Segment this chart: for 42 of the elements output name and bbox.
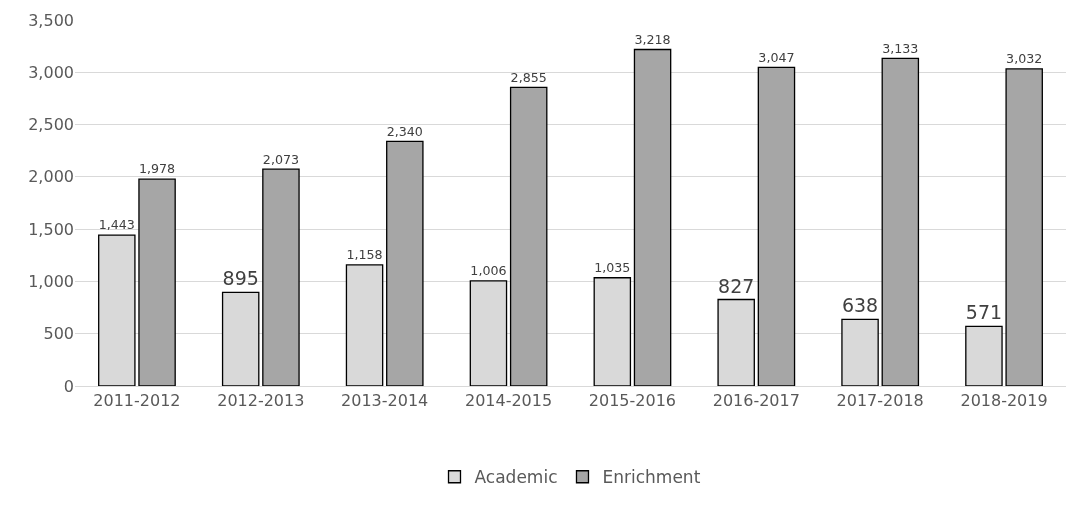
y-tick-label: 2,500	[28, 115, 74, 135]
data-label: 3,032	[1006, 51, 1043, 67]
bar	[881, 57, 920, 386]
bar	[386, 140, 424, 386]
data-label: 571	[965, 301, 1003, 324]
x-tick-label: 2013-2014	[341, 391, 429, 411]
y-tick-label: 0	[63, 376, 74, 396]
x-tick-label: 2014-2015	[464, 391, 553, 411]
data-label: 3,047	[758, 49, 795, 65]
bar	[262, 168, 300, 386]
legend-label: Enrichment	[602, 467, 701, 488]
legend-label: Academic	[474, 467, 558, 488]
data-label: 2,855	[510, 69, 547, 85]
data-label: 1,443	[98, 217, 135, 233]
data-label: 827	[718, 274, 755, 297]
bar	[509, 86, 548, 386]
bar	[633, 48, 672, 386]
bar	[138, 178, 176, 386]
data-label: 2,340	[386, 123, 423, 139]
data-label: 1,006	[470, 263, 507, 279]
y-tick-label: 500	[43, 324, 74, 344]
y-tick-label: 1,500	[28, 219, 74, 239]
x-tick-label: 2012-2013	[217, 391, 305, 411]
data-label: 638	[841, 294, 879, 317]
x-tick-label: 2015-2016	[588, 391, 677, 411]
y-tick-label: 2,000	[28, 167, 74, 187]
data-label: 2,073	[262, 151, 300, 167]
x-tick-label: 2016-2017	[712, 391, 800, 411]
data-label: 1,035	[594, 260, 631, 276]
data-label: 3,133	[882, 40, 919, 56]
x-tick-label: 2017-2018	[836, 391, 924, 411]
data-label: 895	[222, 267, 259, 290]
bar	[757, 66, 796, 386]
data-label: 1,158	[346, 247, 383, 263]
x-tick-label: 2018-2019	[960, 391, 1048, 411]
y-tick-label: 3,000	[28, 62, 74, 82]
data-label: 1,978	[138, 161, 176, 177]
y-tick-label: 1,000	[28, 272, 74, 292]
y-tick-label: 3,500	[28, 10, 74, 30]
x-tick-label: 2011-2012	[93, 391, 181, 411]
bar	[1005, 68, 1043, 386]
data-label: 3,218	[634, 31, 671, 47]
